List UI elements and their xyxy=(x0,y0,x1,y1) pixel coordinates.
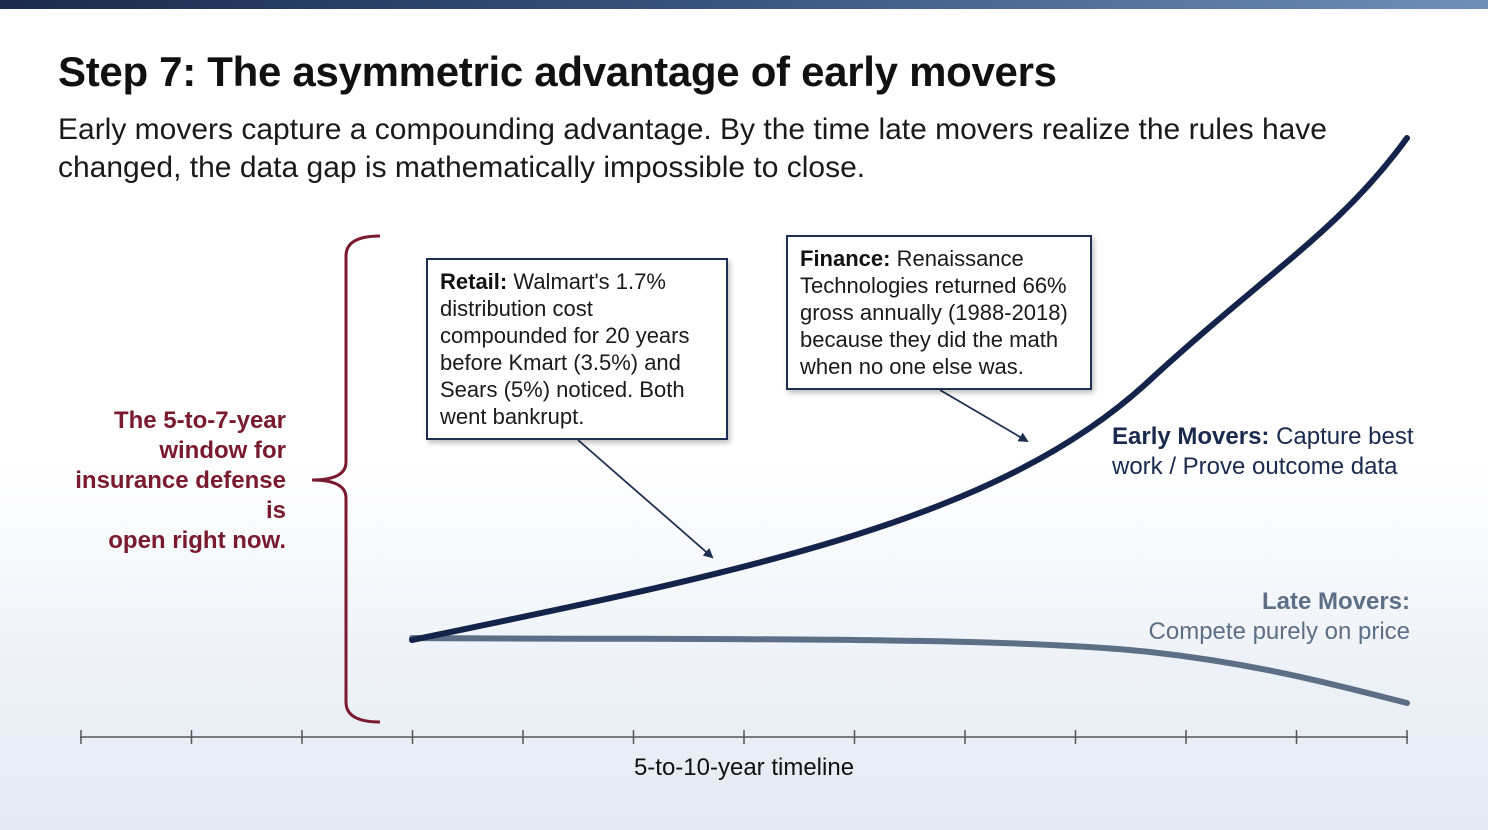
window-label-line: The 5-to-7-year xyxy=(113,407,286,434)
window-label-line: open right now. xyxy=(108,527,286,554)
retail-callout: Retail: Walmart's 1.7% distribution cost… xyxy=(426,258,728,440)
top-accent-band xyxy=(0,0,1488,9)
early-movers-description: work / Prove outcome data xyxy=(1112,453,1398,480)
timeline-axis-label: 5-to-10-year timeline xyxy=(633,754,855,781)
finance-callout: Finance: Renaissance Technologies return… xyxy=(786,235,1092,390)
retail-callout-heading: Retail: xyxy=(440,269,508,294)
early-movers-name: Early Movers: xyxy=(1112,423,1270,450)
finance-callout-heading: Finance: xyxy=(800,246,891,271)
early-movers-curve xyxy=(409,135,1410,643)
window-label-line: window for xyxy=(159,437,286,464)
slide-title: Step 7: The asymmetric advantage of earl… xyxy=(58,48,1057,95)
retail-callout-arrow xyxy=(577,439,714,559)
early-movers-label: Early Movers: Capture best work / Prove … xyxy=(1112,422,1432,482)
late-movers-curve xyxy=(409,635,1410,706)
window-label-line: is xyxy=(265,497,286,524)
late-movers-label: Late Movers: Compete purely on price xyxy=(1110,587,1410,647)
late-movers-name: Late Movers: xyxy=(1261,588,1410,615)
window-label: The 5-to-7-year window for insurance def… xyxy=(40,406,286,556)
slide-subtitle: Early movers capture a compounding advan… xyxy=(58,113,1327,184)
finance-callout-arrow xyxy=(939,389,1029,443)
window-label-line: insurance defense xyxy=(75,467,286,494)
timeline-ticks xyxy=(80,730,1408,744)
finance-callout-body: Renaissance Technologies returned 66% gr… xyxy=(800,246,1068,379)
early-movers-description: Capture best xyxy=(1276,423,1414,450)
late-movers-description: Compete purely on price xyxy=(1148,618,1410,645)
retail-callout-body: Walmart's 1.7% distribution cost compoun… xyxy=(440,269,690,429)
window-bracket xyxy=(311,234,381,724)
